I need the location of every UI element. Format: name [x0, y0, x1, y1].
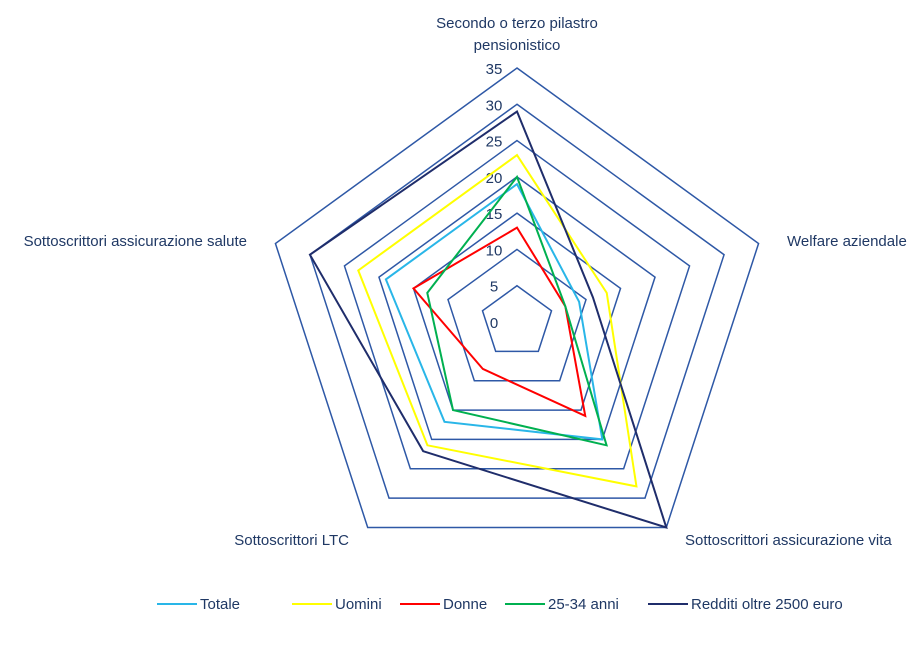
legend-label: Redditi oltre 2500 euro: [691, 596, 843, 613]
radar-category-labels: Secondo o terzo pilastro pensionistico Wel…: [24, 15, 907, 549]
category-label-line: Sottoscrittori LTC: [234, 532, 349, 549]
legend-label: Totale: [200, 596, 240, 613]
tick-label: 25: [486, 134, 503, 151]
category-label-line: pensionistico: [474, 37, 561, 54]
radar-grid: [274, 67, 760, 529]
series-line-4: [308, 110, 668, 530]
category-label-line: Sottoscrittori assicurazione vita: [685, 532, 892, 549]
legend-item: Totale: [157, 596, 240, 613]
category-label-line: Sottoscrittori assicurazione salute: [24, 233, 247, 250]
tick-label: 35: [486, 61, 503, 78]
grid-ring-5: [481, 284, 553, 353]
category-label: Welfare aziendale: [787, 233, 907, 250]
grid-ring-20: [378, 175, 656, 441]
series-line-0: [384, 182, 604, 441]
legend-label: Uomini: [335, 596, 382, 613]
tick-label: 5: [490, 279, 498, 296]
legend-item: Donne: [400, 596, 487, 613]
series-line-2: [411, 226, 587, 418]
grid-ring-10: [447, 248, 587, 382]
tick-label: 30: [486, 97, 503, 114]
category-label: Sottoscrittori assicurazione vita: [685, 532, 892, 549]
grid-ring-35: [274, 67, 760, 529]
category-label: Sottoscrittori assicurazione salute: [24, 233, 247, 250]
legend-item: 25-34 anni: [505, 596, 619, 613]
tick-label: 10: [486, 242, 503, 259]
legend-item: Uomini: [292, 596, 382, 613]
legend-label: 25-34 anni: [548, 596, 619, 613]
series-line-3: [426, 174, 609, 447]
radar-series: [308, 110, 668, 530]
tick-label: 0: [490, 315, 498, 332]
legend: Totale Uomini Donne 25-34 anni Redditi oltre…: [157, 596, 843, 613]
grid-ring-15: [412, 212, 622, 411]
series-line-1: [357, 153, 638, 488]
grid-ring-25: [343, 139, 691, 470]
category-label-line: Secondo o terzo pilastro: [436, 15, 598, 32]
category-label-line: Welfare aziendale: [787, 233, 907, 250]
category-label: Secondo o terzo pilastro pensionistico: [436, 15, 598, 54]
legend-label: Donne: [443, 596, 487, 613]
category-label: Sottoscrittori LTC: [234, 532, 349, 549]
legend-item: Redditi oltre 2500 euro: [648, 596, 843, 613]
